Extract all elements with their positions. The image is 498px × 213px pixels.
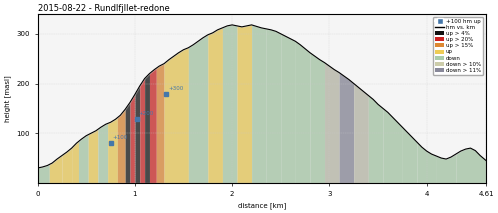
Y-axis label: height [masl]: height [masl] — [4, 75, 11, 122]
Text: +200: +200 — [139, 111, 154, 116]
Legend: +100 hm up, hm vs. km, up > 4%, up > 20%, up > 15%, up, down, down > 10%, down >: +100 hm up, hm vs. km, up > 4%, up > 20%… — [433, 17, 483, 75]
Text: +300: +300 — [168, 86, 183, 91]
X-axis label: distance [km]: distance [km] — [238, 202, 286, 209]
Text: +100: +100 — [113, 135, 128, 140]
Text: 2015-08-22 - Rundlfjllet-redone: 2015-08-22 - Rundlfjllet-redone — [38, 4, 169, 13]
